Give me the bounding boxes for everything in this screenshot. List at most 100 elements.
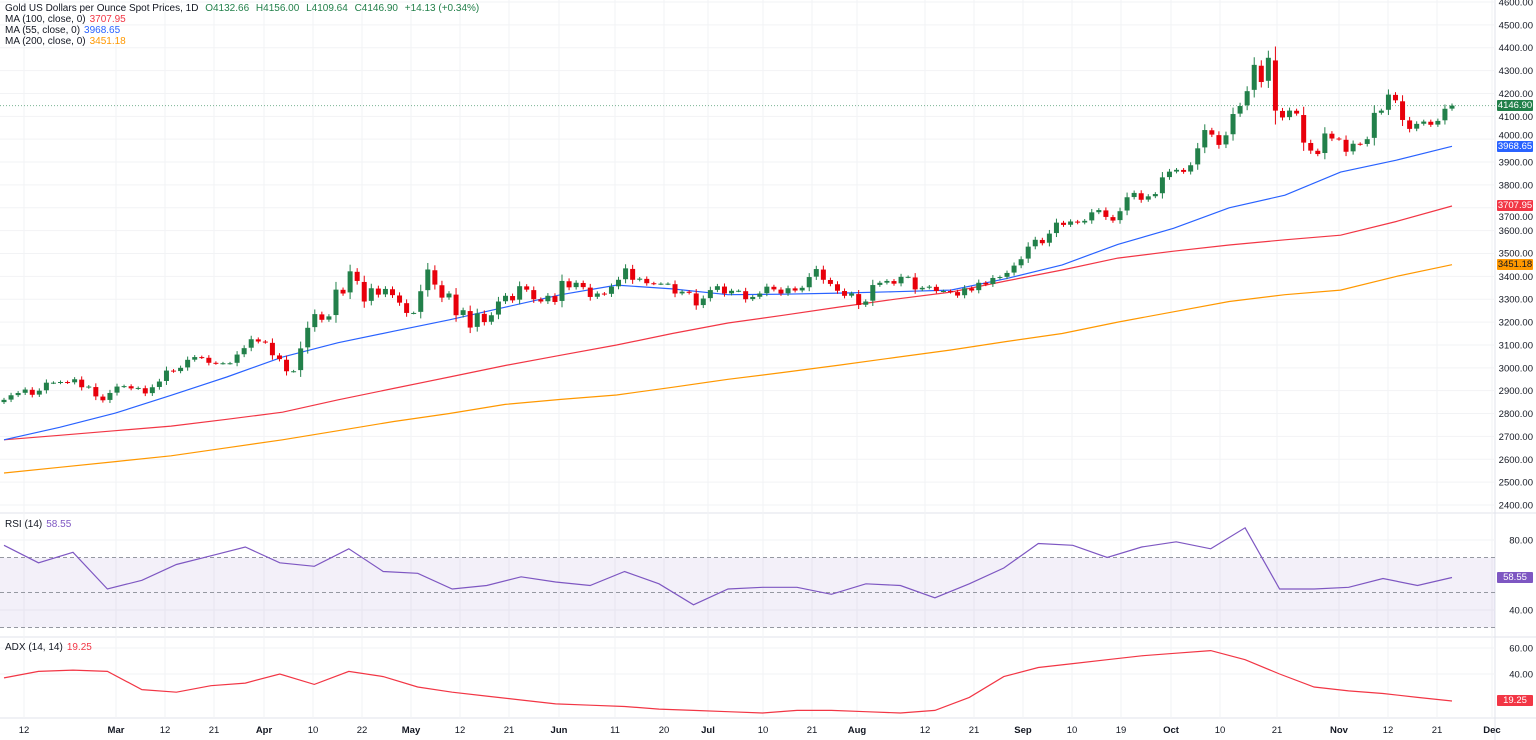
candle-down [1061,222,1067,225]
candle-down [171,370,177,372]
candle-up [863,301,869,305]
candle-down [524,286,530,290]
price-axis[interactable]: 4600.00 4500.00 4400.00 4300.00 4200.00 4100.… [1499,0,1533,681]
candle-up [1053,222,1059,234]
main-legend: Gold US Dollars per Ounce Spot Prices, 1… [5,3,483,14]
candle-down [1279,110,1285,118]
candle-down [721,286,727,294]
time-tick-label: 10 [1215,725,1226,736]
candle-up [1131,192,1137,198]
candle-up [411,312,417,314]
candle-up [156,381,162,387]
candle-up [149,387,155,394]
time-tick-label: 12 [920,725,931,736]
ma100-legend[interactable]: MA (100, close, 0) 3707.95 [5,14,130,25]
high-value: H4156.00 [255,3,300,14]
candle-down [467,311,473,328]
time-tick-label: 19 [1116,725,1127,736]
ma200-legend[interactable]: MA (200, close, 0) 3451.18 [5,36,130,47]
candle-up [707,290,713,299]
candle-up [72,379,78,383]
candle-up [43,382,49,391]
candle-down [375,288,381,295]
price-tick-label: 3000.00 [1499,363,1533,374]
candle-up [990,277,996,285]
candle-up [298,348,304,371]
candle-down [693,293,699,306]
candle-up [1082,220,1088,223]
time-tick-label: Dec [1483,725,1500,736]
candle-down [262,341,268,343]
candle-down [453,294,459,316]
rsi-value: 58.55 [46,519,72,530]
candle-up [418,291,424,312]
candle-up [58,381,64,383]
price-tick-label: 2800.00 [1499,409,1533,420]
candle-down [856,294,862,305]
price-tick-label: 3800.00 [1499,180,1533,191]
candle-up [1385,94,1391,110]
candle-down [651,283,657,285]
candle-up [813,269,819,277]
candle-down [891,281,897,284]
candles [1,46,1455,405]
candle-up [1145,196,1151,200]
candle-down [1400,101,1406,120]
candle-up [736,290,742,292]
candle-down [955,292,961,296]
candle-up [1371,112,1377,138]
candle-up [764,286,770,294]
candle-down [601,293,607,295]
candle-up [86,386,92,388]
candle-up [976,282,982,291]
candle-up [305,327,311,348]
close-value: C4146.90 [354,3,398,14]
price-tick-label: 4600.00 [1499,0,1533,9]
candle-up [50,382,56,384]
price-tick-label: 3300.00 [1499,295,1533,306]
candle-up [1174,169,1180,172]
rsi-legend[interactable]: RSI (14) 58.55 [5,519,75,530]
candle-down [65,382,71,384]
candle-up [1421,121,1427,124]
candle-down [340,289,346,294]
candle-down [771,286,777,290]
candle-up [757,293,763,297]
candle-up [1251,64,1257,90]
candle-up [382,288,388,295]
adx-legend[interactable]: ADX (14, 14) 19.25 [5,642,96,653]
candle-down [820,269,826,280]
candle-down [1075,221,1081,223]
price-tick-label: 2400.00 [1499,501,1533,512]
time-axis[interactable]: 12 Mar 12 21 Apr 10 22 May 12 21 Jun 11 20 Jul 10 21 Aug… [19,725,1501,736]
price-tick-label: 2600.00 [1499,455,1533,466]
candle-up [665,283,671,285]
ma55-legend[interactable]: MA (55, close, 0) 3968.65 [5,25,124,36]
rsi-line [3,526,1453,606]
candle-down [842,291,848,296]
candle-up [559,280,565,301]
candle-down [933,286,939,291]
candle-down [778,289,784,294]
candle-up [1117,211,1123,221]
candle-up [616,279,622,287]
time-tick-label: Nov [1330,725,1349,736]
price-tick-label: 2500.00 [1499,478,1533,489]
time-tick-label: 20 [659,725,670,736]
candle-down [319,314,325,320]
price-tick-label: 4200.00 [1499,89,1533,100]
candle-up [1159,177,1165,194]
candle-up [1442,108,1448,121]
candle-up [114,386,120,393]
candle-down [213,362,219,364]
price-tick-label: 3700.00 [1499,212,1533,223]
candle-up [234,354,240,363]
candle-up [884,280,890,283]
adx-line [3,649,1453,714]
candle-up [460,310,466,315]
candle-down [284,359,290,372]
candle-up [1068,221,1074,225]
candle-up [750,296,756,300]
candle-up [573,282,579,288]
